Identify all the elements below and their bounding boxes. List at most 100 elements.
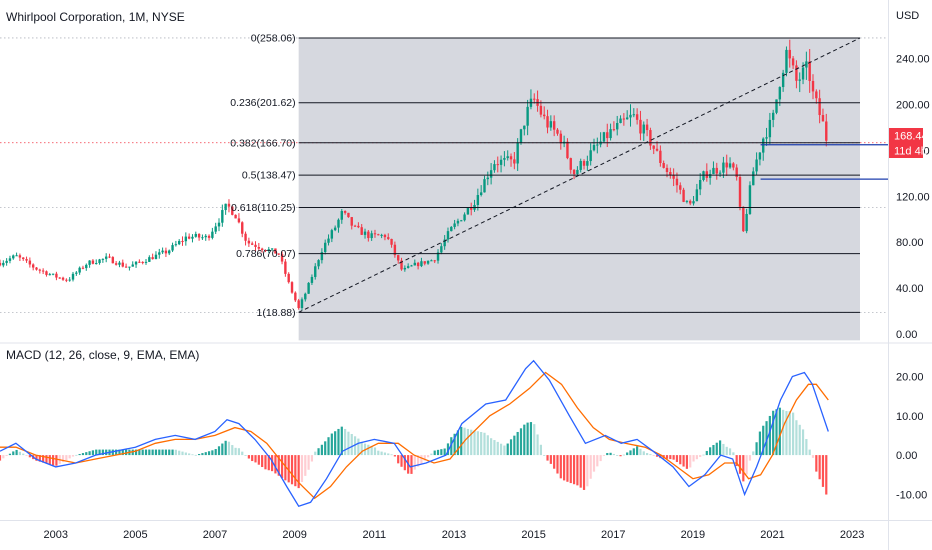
candle-body <box>61 277 65 280</box>
macd-hist-bar <box>423 455 426 461</box>
horizontal-lines[interactable] <box>760 144 888 180</box>
candle-body <box>516 142 519 164</box>
macd-hist-bar <box>191 454 194 456</box>
macd-hist-bar <box>636 446 639 456</box>
macd-hist-bar <box>748 455 752 461</box>
candle-body <box>128 266 131 268</box>
candle-body <box>549 121 553 128</box>
candle-body <box>692 201 695 204</box>
candle-body <box>171 245 174 251</box>
fib-level-label: 0.618(110.25) <box>231 202 296 214</box>
macd-hist-bar <box>95 449 98 456</box>
macd-hist-bar <box>115 449 118 456</box>
candle-body <box>184 236 188 242</box>
macd-hist-bar <box>75 454 78 456</box>
macd-hist-bar <box>582 455 586 490</box>
candle-body <box>88 260 91 265</box>
macd-hist-bar <box>473 430 476 456</box>
time-tick-label: 2007 <box>203 529 227 541</box>
macd-hist-bar <box>728 448 732 456</box>
macd-hist-bar <box>443 448 446 456</box>
candle-body <box>68 279 71 281</box>
macd-hist-bar <box>801 429 805 456</box>
candle-body <box>194 233 197 237</box>
candle-body <box>685 200 689 202</box>
candle-body <box>387 237 390 239</box>
candle-body <box>380 234 383 236</box>
candle-body <box>483 179 486 193</box>
candle-body <box>406 266 410 268</box>
macd-hist-bar <box>314 451 317 456</box>
macd-hist-bar <box>818 455 821 480</box>
candle-body <box>234 214 237 219</box>
macd-hist-bar <box>290 455 294 485</box>
macd-hist-bar <box>715 442 718 456</box>
candle-body <box>642 124 645 134</box>
candle-body <box>433 260 436 262</box>
candle-body <box>622 118 626 120</box>
candle-body <box>363 231 367 235</box>
macd-hist-bar <box>642 451 645 456</box>
fib-level-label: 0.382(166.70) <box>230 137 295 149</box>
candle-body <box>257 247 261 249</box>
price-tick-label: 240.00 <box>896 54 930 66</box>
candle-body <box>397 255 400 261</box>
macd-hist-bar <box>51 455 55 466</box>
macd-hist-bar <box>237 448 241 456</box>
candle-body <box>675 178 679 186</box>
candle-body <box>785 49 788 73</box>
fibonacci-retracement[interactable] <box>298 37 861 341</box>
macd-hist-bar <box>665 455 669 459</box>
candle-body <box>811 80 815 92</box>
candle-body <box>499 159 503 165</box>
macd-hist-bar <box>221 443 224 456</box>
macd-hist-bar <box>65 455 68 461</box>
candle-body <box>602 132 606 142</box>
macd-hist-bar <box>377 450 380 456</box>
fib-level-label: 0.786(70.07) <box>236 248 296 260</box>
macd-hist-bar <box>370 445 373 456</box>
candle-body <box>649 130 652 146</box>
macd-hist-bar <box>430 453 433 456</box>
candle-body <box>217 222 221 227</box>
macd-hist-bar <box>264 455 267 470</box>
candle-body <box>712 167 715 175</box>
candle-body <box>815 91 818 99</box>
candle-body <box>121 262 124 267</box>
macd-hist-bar <box>460 426 463 456</box>
macd-hist-bar <box>61 455 65 463</box>
macd-hist-bar <box>277 455 280 476</box>
macd-hist-bar <box>234 447 237 456</box>
candle-body <box>247 240 251 244</box>
candle-body <box>134 261 138 265</box>
candle-body <box>698 180 702 190</box>
candle-body <box>818 98 821 116</box>
macd-tick-label: 0.00 <box>896 450 917 462</box>
macd-hist-bar <box>397 455 400 464</box>
macd-hist-bar <box>742 455 745 482</box>
candle-body <box>294 292 297 301</box>
candle-body <box>250 243 254 245</box>
macd-hist-bar <box>287 455 290 483</box>
candle-body <box>616 123 619 130</box>
countdown-value: 11d 4h <box>894 146 927 158</box>
time-tick-label: 2021 <box>760 529 784 541</box>
macd-hist-bar <box>88 451 91 456</box>
macd-hist-bar <box>523 424 526 456</box>
macd-hist-bar <box>606 453 609 456</box>
macd-hist-bar <box>383 452 387 456</box>
macd-hist-bar <box>718 440 722 456</box>
candle-body <box>572 169 576 175</box>
candle-body <box>466 208 470 215</box>
candle-body <box>25 259 28 261</box>
macd-hist-bar <box>144 449 148 456</box>
macd-hist-bar <box>211 450 214 456</box>
candle-body <box>755 159 758 172</box>
macd-hist-bar <box>181 451 184 456</box>
macd-hist-bar <box>815 455 818 472</box>
macd-hist-bar <box>297 455 300 489</box>
macd-hist-bar <box>486 435 489 456</box>
macd-hist-bar <box>692 455 695 462</box>
candle-body <box>652 145 655 149</box>
